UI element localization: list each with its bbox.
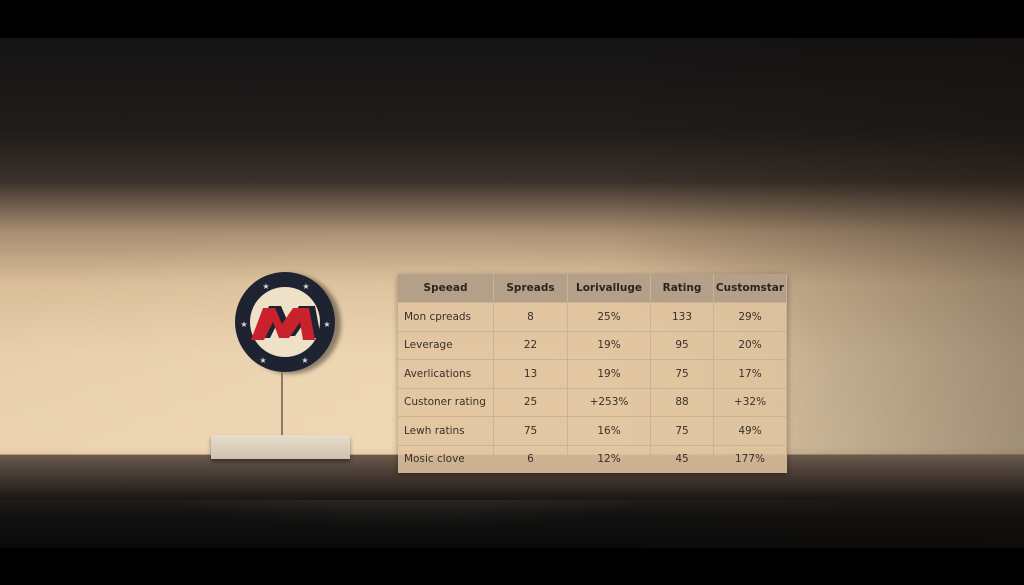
svg-text:★: ★: [262, 282, 269, 291]
table-cell: 25: [493, 387, 568, 417]
column-header: Lorivalluge: [567, 274, 651, 303]
table-cell: +32%: [713, 387, 787, 417]
table-cell: Leverage: [398, 330, 494, 360]
table-cell: 13: [493, 359, 568, 388]
svg-text:★: ★: [259, 356, 266, 365]
table-cell: +253%: [567, 387, 651, 417]
svg-text:★: ★: [323, 320, 330, 329]
table-cell: 25%: [567, 302, 651, 331]
table-header-row: Speead Spreads Lorivalluge Rating Custom…: [398, 274, 787, 303]
table-cell: 95: [650, 330, 714, 360]
table-cell: 75: [650, 416, 714, 445]
table-cell: 6: [493, 444, 568, 473]
table-cell: 19%: [567, 330, 651, 360]
table-cell: 88: [650, 387, 714, 417]
table-row: Mosic clove 6 12% 45 177%: [398, 444, 787, 473]
svg-text:★: ★: [301, 356, 308, 365]
svg-text:★: ★: [240, 320, 247, 329]
table-row: Mon cpreads 8 25% 133 29%: [398, 302, 787, 331]
table-cell: 8: [493, 302, 568, 331]
table-cell: 19%: [567, 359, 651, 388]
table-cell: Mon cpreads: [398, 302, 494, 331]
table-cell: 29%: [713, 302, 787, 331]
column-header: Customstar: [713, 274, 787, 303]
table-cell: 17%: [713, 359, 787, 388]
table-row: Leverage 22 19% 95 20%: [398, 330, 787, 360]
data-table: Speead Spreads Lorivalluge Rating Custom…: [398, 274, 787, 473]
table-cell: 133: [650, 302, 714, 331]
column-header: Speead: [398, 274, 494, 303]
svg-text:★: ★: [302, 282, 309, 291]
table-cell: 16%: [567, 416, 651, 445]
table-cell: 22: [493, 330, 568, 360]
table-row: Custoner rating 25 +253% 88 +32%: [398, 387, 787, 417]
table-cell: 49%: [713, 416, 787, 445]
table-cell: 45: [650, 444, 714, 473]
column-header: Spreads: [493, 274, 568, 303]
column-header: Rating: [650, 274, 714, 303]
table-cell: 75: [493, 416, 568, 445]
table-cell: Custoner rating: [398, 387, 494, 417]
logo-sign: ★ ★ ★ ★ ★ ★: [235, 272, 335, 372]
sign-pole: [281, 372, 283, 436]
table-row: Lewh ratins 75 16% 75 49%: [398, 416, 787, 445]
table-cell: 177%: [713, 444, 787, 473]
table-cell: 75: [650, 359, 714, 388]
table-cell: Lewh ratins: [398, 416, 494, 445]
table-cell: Averlications: [398, 359, 494, 388]
logo-emblem-icon: ★ ★ ★ ★ ★ ★: [240, 282, 330, 365]
table-cell: 12%: [567, 444, 651, 473]
table-row: Averlications 13 19% 75 17%: [398, 359, 787, 388]
table-cell: 20%: [713, 330, 787, 360]
sign-base: [211, 435, 350, 459]
table-cell: Mosic clove: [398, 444, 494, 473]
